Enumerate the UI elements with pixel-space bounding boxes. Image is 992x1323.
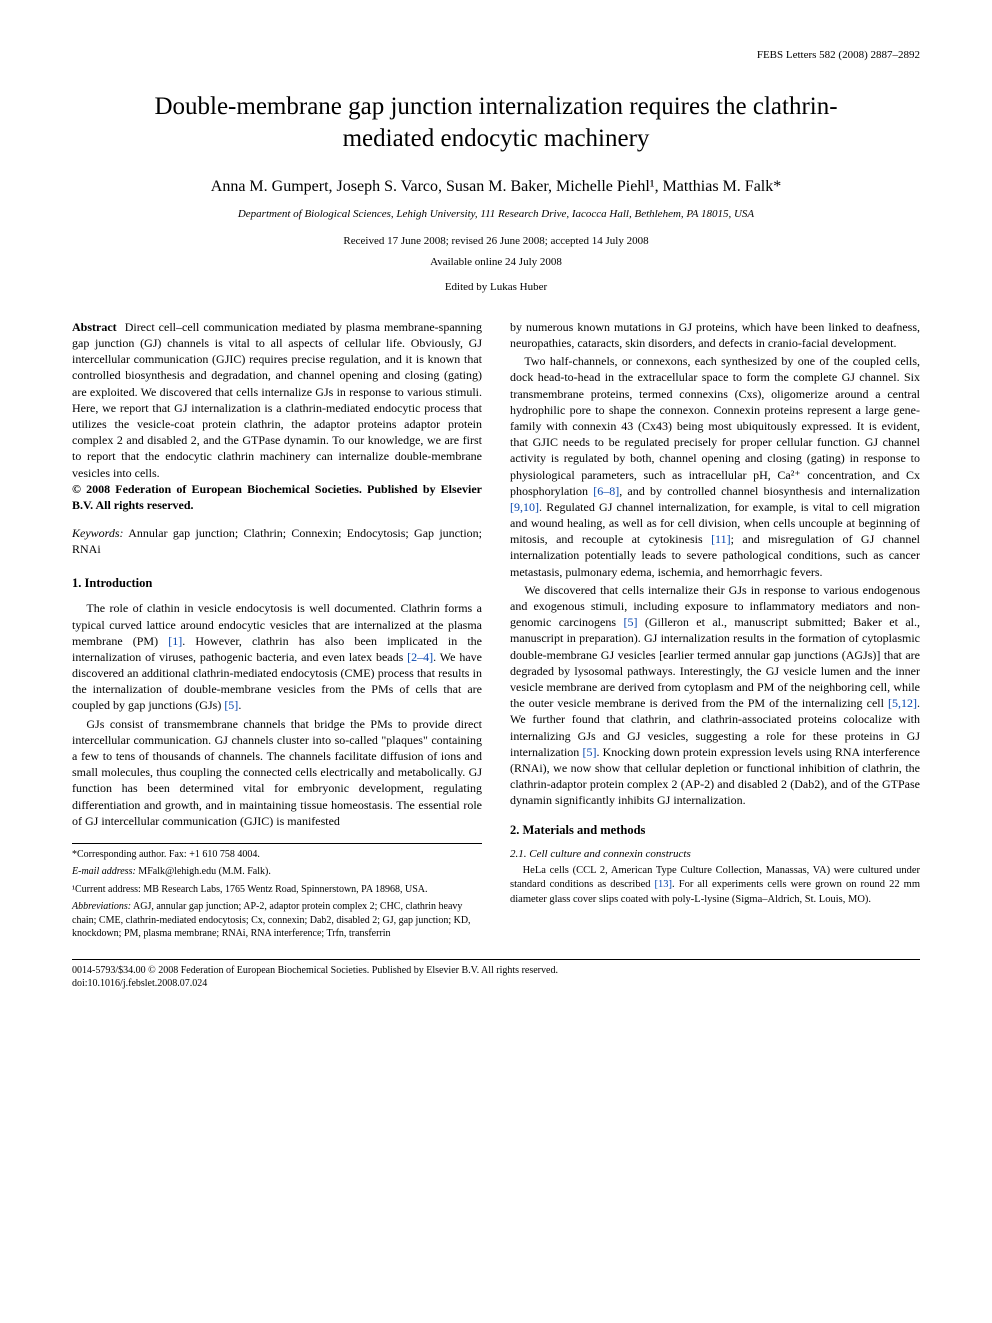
abbrev-text: AGJ, annular gap junction; AP-2, adaptor…	[72, 901, 471, 939]
ref-link-13[interactable]: [13]	[655, 879, 673, 890]
authors-line: Anna M. Gumpert, Joseph S. Varco, Susan …	[72, 176, 920, 198]
abstract-label: Abstract	[72, 320, 117, 334]
abstract-copyright: © 2008 Federation of European Biochemica…	[72, 482, 482, 512]
intro-para-2-cont: by numerous known mutations in GJ protei…	[510, 319, 920, 351]
intro-p3a: Two half-channels, or connexons, each sy…	[510, 354, 920, 498]
ref-link-1[interactable]: [1]	[168, 634, 182, 648]
section-intro-head: 1. Introduction	[72, 575, 482, 592]
current-address-footnote: ¹Current address: MB Research Labs, 1765…	[72, 883, 482, 897]
ref-link-11[interactable]: [11]	[711, 532, 731, 546]
email-label: E-mail address:	[72, 866, 136, 877]
abstract-text: Direct cell–cell communication mediated …	[72, 320, 482, 480]
ref-link-2-4[interactable]: [2–4]	[407, 650, 433, 664]
copyright-footer: 0014-5793/$34.00 © 2008 Federation of Eu…	[72, 959, 920, 991]
email-value[interactable]: MFalk@lehigh.edu (M.M. Falk).	[138, 866, 271, 877]
article-title: Double-membrane gap junction internaliza…	[132, 91, 860, 156]
doi-line: doi:10.1016/j.febslet.2008.07.024	[72, 977, 920, 991]
ref-link-5c[interactable]: [5]	[582, 745, 596, 759]
affiliation: Department of Biological Sciences, Lehig…	[72, 207, 920, 222]
ref-link-5b[interactable]: [5]	[623, 615, 637, 629]
ref-link-9-10[interactable]: [9,10]	[510, 500, 539, 514]
intro-para-3: Two half-channels, or connexons, each sy…	[510, 353, 920, 580]
intro-para-1: The role of clathin in vesicle endocytos…	[72, 600, 482, 713]
mm-para-1: HeLa cells (CCL 2, American Type Culture…	[510, 864, 920, 907]
available-online: Available online 24 July 2008	[72, 255, 920, 270]
keywords-label: Keywords:	[72, 526, 124, 540]
ref-link-5[interactable]: [5]	[224, 698, 238, 712]
ref-link-6-8[interactable]: [6–8]	[593, 484, 619, 498]
corresponding-author: *Corresponding author. Fax: +1 610 758 4…	[72, 849, 260, 860]
intro-p3b: , and by controlled channel biosynthesis…	[619, 484, 920, 498]
journal-header: FEBS Letters 582 (2008) 2887–2892	[72, 48, 920, 63]
keywords-text: Annular gap junction; Clathrin; Connexin…	[72, 526, 482, 556]
main-columns: Abstract Direct cell–cell communication …	[72, 319, 920, 941]
intro-p4b: (Gilleron et al., manuscript submitted; …	[510, 615, 920, 710]
copyright-line: 0014-5793/$34.00 © 2008 Federation of Eu…	[72, 964, 920, 978]
abbrev-label: Abbreviations:	[72, 901, 131, 912]
subsection-mm-2-1: 2.1. Cell culture and connexin construct…	[510, 847, 920, 862]
section-mm-head: 2. Materials and methods	[510, 822, 920, 839]
edited-by: Edited by Lukas Huber	[72, 280, 920, 295]
intro-para-2: GJs consist of transmembrane channels th…	[72, 716, 482, 829]
footnotes-block: *Corresponding author. Fax: +1 610 758 4…	[72, 843, 482, 941]
dates-line: Received 17 June 2008; revised 26 June 2…	[72, 234, 920, 249]
keywords-block: Keywords: Annular gap junction; Clathrin…	[72, 525, 482, 557]
intro-p1d: .	[238, 698, 241, 712]
ref-link-5-12[interactable]: [5,12]	[888, 696, 917, 710]
abstract-block: Abstract Direct cell–cell communication …	[72, 319, 482, 513]
intro-para-4: We discovered that cells internalize the…	[510, 582, 920, 809]
